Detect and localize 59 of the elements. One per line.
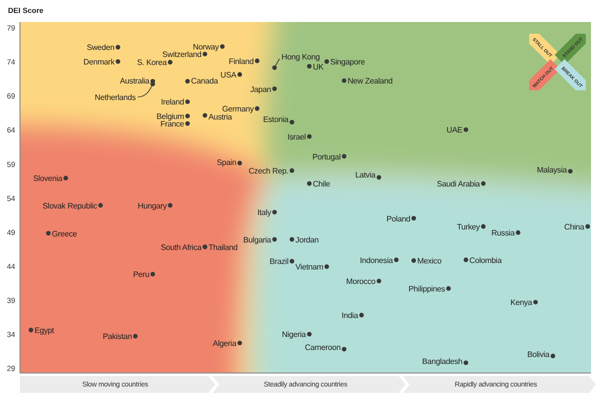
series-label: Italy bbox=[257, 208, 272, 217]
series-label: Bangladesh bbox=[422, 356, 462, 366]
series-label: Estonia bbox=[263, 114, 290, 124]
series-label: Brazil bbox=[270, 256, 289, 266]
series-label: Canada bbox=[191, 76, 219, 85]
series-label: Morocco bbox=[346, 276, 376, 286]
series-label: Australia bbox=[120, 76, 150, 85]
series-label: Bulgaria bbox=[243, 234, 272, 244]
series-label: Mexico bbox=[417, 256, 442, 266]
series-label: China bbox=[564, 222, 585, 231]
series-label: South Africa bbox=[160, 242, 202, 252]
series-label: Germany bbox=[222, 104, 254, 114]
series-label: UAE bbox=[446, 125, 462, 134]
series-label: Chile bbox=[312, 179, 331, 188]
series-label: India bbox=[342, 310, 359, 320]
series-label: Philippines bbox=[408, 284, 446, 293]
series-label: Norway bbox=[192, 42, 220, 52]
series-label: Pakistan bbox=[102, 332, 132, 341]
series-label: Indonesia bbox=[360, 255, 394, 264]
series-label: Colombia bbox=[469, 255, 502, 264]
series-label: Russia bbox=[491, 228, 516, 238]
series-label: Malaysia bbox=[536, 164, 568, 174]
series-label: Finland bbox=[228, 56, 254, 66]
series-label: Poland bbox=[386, 214, 410, 223]
series-label: Spain bbox=[216, 158, 236, 167]
series-label: USA bbox=[220, 70, 238, 79]
series-label: Israel bbox=[287, 132, 306, 141]
series-label: Egypt bbox=[34, 326, 55, 335]
series-label: Greece bbox=[52, 228, 78, 238]
series-label: Jordan bbox=[295, 234, 319, 244]
series-label: Bolivia bbox=[527, 349, 550, 358]
series-label: Nigeria bbox=[282, 330, 307, 339]
legend-label: Hong Kong bbox=[282, 52, 320, 62]
series-label: UK bbox=[312, 62, 324, 71]
series-label: Denmark bbox=[83, 57, 116, 66]
series-label: Ireland bbox=[160, 97, 184, 106]
series-label: Algeria bbox=[212, 338, 237, 348]
series-label: Slovak Republic bbox=[42, 200, 98, 210]
series-label: Vietnam bbox=[295, 262, 324, 272]
series-label: Czech Rep. bbox=[248, 166, 288, 176]
series-label: S. Korea bbox=[137, 58, 168, 67]
series-label: Singapore bbox=[330, 57, 366, 66]
series-label: Austria bbox=[208, 112, 233, 121]
series-label: Saudi Arabia bbox=[436, 179, 481, 188]
series-label: Hungary bbox=[138, 200, 167, 210]
series-label: Sweden bbox=[86, 42, 114, 52]
text: Netherlands bbox=[94, 92, 136, 102]
series-label: Cameroon bbox=[304, 342, 341, 352]
series-label: Belgium bbox=[156, 112, 185, 121]
series-label: Turkey bbox=[456, 222, 480, 231]
series-label: Thailand bbox=[208, 242, 238, 252]
series-label: Peru bbox=[133, 270, 150, 279]
series-label: New Zealand bbox=[348, 76, 393, 86]
series-label: Japan bbox=[250, 84, 272, 94]
series-label: Slovenia bbox=[33, 174, 63, 183]
series-label: Kenya bbox=[510, 298, 533, 307]
series-label: Latvia bbox=[355, 170, 376, 179]
series-label: Portugal bbox=[312, 152, 342, 161]
series-label: Switzerland bbox=[162, 50, 202, 59]
